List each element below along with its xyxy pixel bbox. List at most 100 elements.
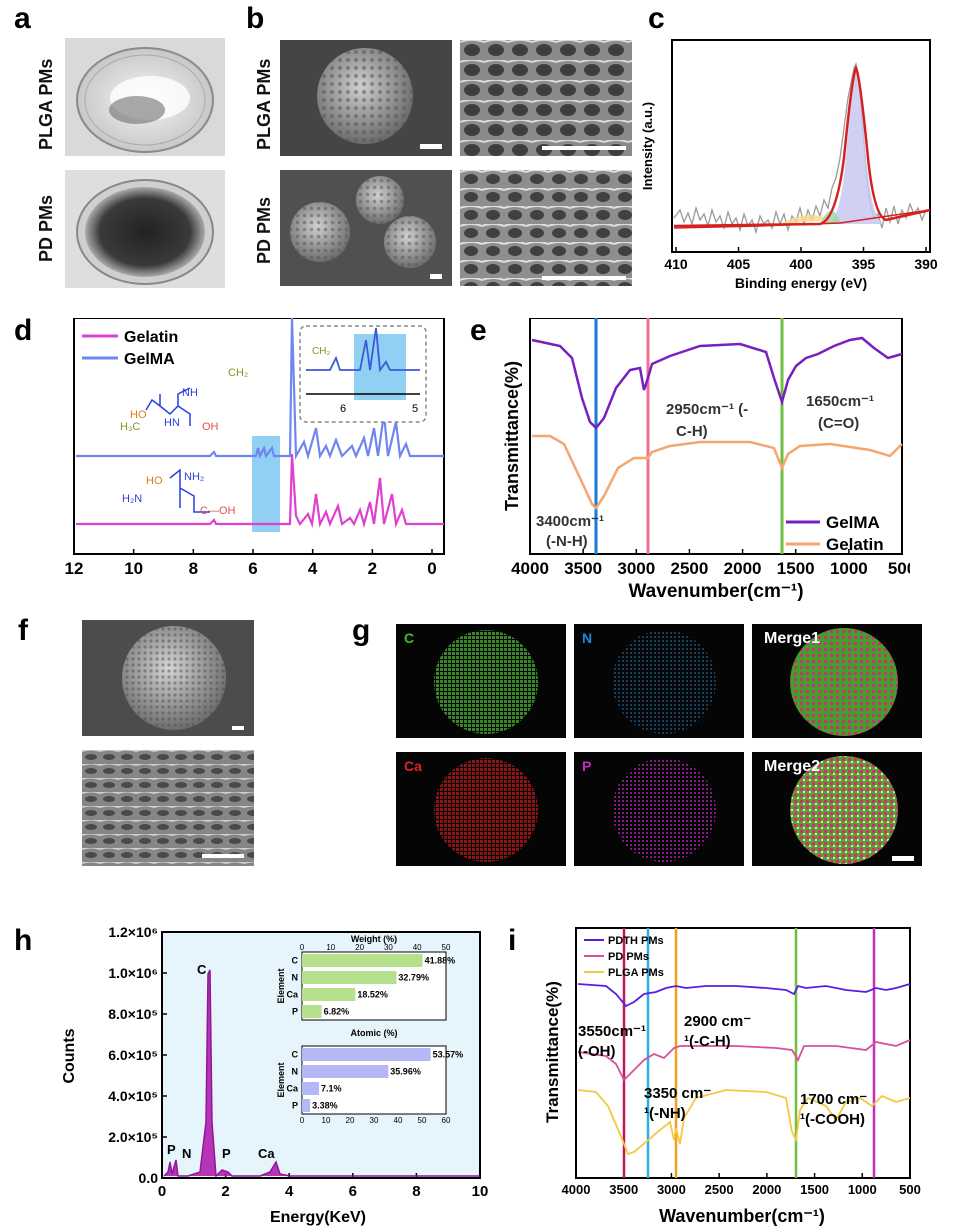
ann-e-3400: 3400cm⁻¹ <box>536 513 604 530</box>
chart-i-xtick-label: 1500 <box>800 1182 829 1197</box>
panel-label-f: f <box>18 614 28 647</box>
chart-h-ytick-label: 0.0 <box>139 1170 159 1186</box>
eds-map-calcium: Ca <box>396 752 566 866</box>
eds-map-carbon: C <box>396 624 566 738</box>
inset-atomic-xtick: 10 <box>322 1116 331 1125</box>
ann-e-ch: C-H) <box>676 423 708 440</box>
legend-gelma-label: GelMA <box>124 351 175 368</box>
panel-label-h: h <box>14 924 33 957</box>
inset-weight-title: Weight (%) <box>351 934 397 944</box>
chart-e-ylabel: Transmittance(%) <box>502 361 522 511</box>
chart-c-xtick-label: 400 <box>789 256 813 272</box>
ann-e-1650: 1650cm⁻¹ <box>806 393 874 410</box>
legend-i-plga: PLGA PMs <box>608 967 664 979</box>
inset-atomic-bar <box>302 1082 320 1095</box>
panel-label-g: g <box>352 614 371 647</box>
chart-i-ftir: Transmittance(%) 4000 3500 3000 2500 2000 150… <box>543 927 921 1226</box>
eds-label-n: N <box>582 630 593 646</box>
ann-i-1700: 1700 cm⁻ <box>800 1091 867 1108</box>
chart-e-xtick-label: 1000 <box>830 559 868 578</box>
legend-e-gelma: GelMA <box>826 513 880 532</box>
inset-weight-value-label: 41.88% <box>425 956 456 966</box>
chart-h-xtick-label: 4 <box>285 1183 294 1200</box>
legend-i-pd: PD PMs <box>608 951 649 963</box>
sem-plga-microsphere <box>280 40 452 156</box>
panel-label-e: e <box>470 314 487 347</box>
inset-weight-ylabel: Element <box>276 968 286 1003</box>
chart-e-xtick-label: 2000 <box>724 559 762 578</box>
chart-h-inset-weight: Weight (%) Element 0 10 20 30 40 50 C 41.88% N 32… <box>276 934 456 1021</box>
inset-atomic-xtick: 20 <box>346 1116 355 1125</box>
svg-text:H₃C: H₃C <box>120 421 140 433</box>
chart-d-inset: 6 5 CH₂ <box>299 325 427 423</box>
ann-i-nh: ¹(-NH) <box>644 1105 686 1122</box>
inset-atomic-xtick: 30 <box>370 1116 379 1125</box>
inset-weight-bar <box>302 971 397 984</box>
chart-c-small-peak <box>780 214 830 224</box>
chart-c-ylabel: Intensity (a.u.) <box>640 102 655 190</box>
sem-pd-microspheres <box>280 170 452 286</box>
eds-label-merge2: Merge2 <box>764 758 821 775</box>
chart-d-xtick-label: 0 <box>427 559 436 578</box>
inset-atomic-value-label: 3.38% <box>312 1101 338 1111</box>
inset-weight-category: P <box>292 1007 298 1017</box>
chart-e-xtick-label: 3000 <box>617 559 655 578</box>
chart-e-xtick-label: 2500 <box>671 559 709 578</box>
chart-c-xlabel: Binding energy (eV) <box>735 275 867 291</box>
inset-weight-xtick: 20 <box>355 943 364 952</box>
svg-text:C—OH: C—OH <box>200 505 236 517</box>
inset-atomic-xtick: 60 <box>442 1116 451 1125</box>
inset-weight-category: Ca <box>286 990 298 1000</box>
row-label-plga-sem: PLGA PMs <box>254 58 274 150</box>
chart-h-ytick-label: 6.0×10⁵ <box>108 1047 158 1063</box>
inset-weight-value-label: 6.82% <box>324 1007 350 1017</box>
inset-weight-value-label: 18.52% <box>357 990 388 1000</box>
ann-i-3550: 3550cm⁻¹ <box>578 1023 646 1040</box>
row-label-pd-sem: PD PMs <box>254 196 274 264</box>
chart-h-ytick-label: 8.0×10⁵ <box>108 1006 158 1022</box>
sem-pdth-microsphere <box>82 620 254 736</box>
chart-c-xtick-label: 390 <box>914 256 938 272</box>
chart-d-gelatin-spectrum <box>76 453 444 529</box>
inset-weight-xtick: 0 <box>300 943 305 952</box>
panel-label-b: b <box>246 2 265 35</box>
inset-atomic-value-label: 35.96% <box>390 1067 421 1077</box>
inset-atomic-bar <box>302 1099 311 1112</box>
panel-label-c: c <box>648 2 665 35</box>
chart-h-xtick-label: 8 <box>412 1183 420 1200</box>
chart-d-xtick-label: 4 <box>308 559 318 578</box>
chart-c-peak-fill <box>828 68 884 224</box>
chart-h-xtick-label: 6 <box>349 1183 357 1200</box>
chart-h-xtick-label: 10 <box>472 1183 489 1200</box>
svg-text:NH: NH <box>182 387 198 399</box>
panel-label-d: d <box>14 314 33 347</box>
chart-c-xtick-label: 410 <box>664 256 688 272</box>
svg-text:CH₂: CH₂ <box>228 367 248 379</box>
chart-e-gelma-curve <box>531 336 903 430</box>
svg-text:OH: OH <box>202 421 219 433</box>
chart-i-xlabel: Wavenumber(cm⁻¹) <box>659 1206 825 1226</box>
chart-c-xps: Intensity (a.u.) 410 405 400 395 390 Binding… <box>640 39 938 291</box>
chart-d-xtick-label: 8 <box>189 559 198 578</box>
inset-weight-xtick: 30 <box>384 943 393 952</box>
inset-weight-xtick: 50 <box>442 943 451 952</box>
chart-h-ylabel: Counts <box>61 1028 78 1083</box>
chart-e-gelatin-curve <box>532 434 903 510</box>
eds-label-p: P <box>582 758 592 774</box>
inset-weight-value-label: 32.79% <box>398 973 429 983</box>
chart-h-ytick-label: 1.2×10⁶ <box>108 924 158 940</box>
photo-pd-petri-dish <box>65 170 225 288</box>
inset-weight-bar <box>302 1005 322 1018</box>
inset-weight-xtick: 10 <box>326 943 335 952</box>
chart-h-xlabel: Energy(KeV) <box>270 1209 366 1226</box>
ann-i-oh: (-OH) <box>578 1043 616 1060</box>
chart-c-xtick-label: 405 <box>727 256 751 272</box>
gelma-structure: HO NH HN OH H₃C CH₂ <box>120 367 248 433</box>
chart-h-inset-atomic: Atomic (%) Element 0 10 20 30 40 50 60 C 53.57% N… <box>276 1028 463 1125</box>
chart-i-xtick-label: 4000 <box>562 1182 591 1197</box>
eds-map-phosphorus: P <box>574 752 744 866</box>
inset-atomic-xtick: 40 <box>394 1116 403 1125</box>
chart-c-xtick-label: 395 <box>852 256 876 272</box>
chart-d-nmr: 12 10 8 6 4 2 0 Gelatin GelMA HO NH HN OH H₃C … <box>65 318 445 578</box>
inset-weight-category: N <box>292 973 299 983</box>
